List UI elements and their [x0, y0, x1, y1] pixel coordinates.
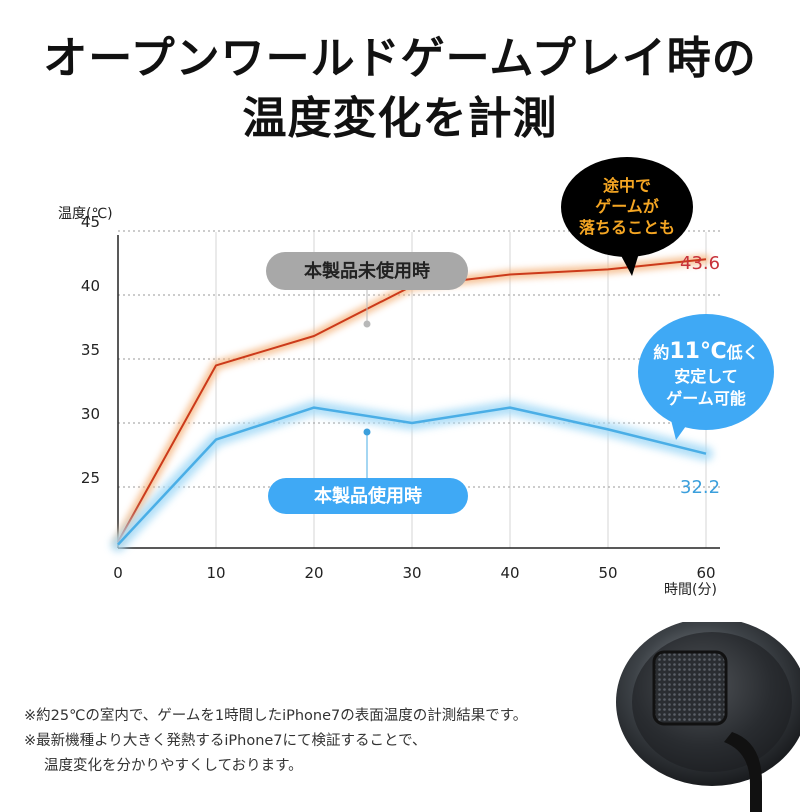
x-tick-label-40: 40	[500, 564, 519, 582]
callout-cooler-suffix: 低く	[726, 343, 759, 362]
legend-badge-unused-bg	[266, 252, 468, 290]
footnote-2: ※最新機種より大きく発熱するiPhone7にて検証することで、	[24, 733, 427, 749]
footnote-3: 温度変化を分かりやすくしております。	[44, 758, 303, 774]
callout-crash-line2: ゲームが	[595, 197, 659, 216]
device-cable	[724, 732, 762, 812]
callout-cooler-highlight: 11℃	[669, 339, 726, 364]
y-tick-label-45: 45	[81, 213, 100, 231]
x-axis-label: 時間(分)	[664, 582, 717, 598]
x-tick-label-20: 20	[304, 564, 323, 582]
end-value-used: 32.2	[680, 477, 720, 498]
footnote-1: ※約25℃の室内で、ゲームを1時間したiPhone7の表面温度の計測結果です。	[24, 708, 528, 724]
callout-cooler-line2: 安定して	[674, 367, 738, 386]
callout-cooler-tail	[668, 408, 696, 440]
callout-cooler: 約11℃低く 安定して ゲーム可能	[638, 314, 774, 440]
callout-crash-bubble	[561, 157, 693, 257]
callout-crash: 途中で ゲームが 落ちることも	[561, 157, 693, 276]
x-tick-label-50: 50	[598, 564, 617, 582]
legend-badge-used-bg	[268, 478, 468, 514]
device-fan-grille	[652, 650, 728, 726]
callout-cooler-line1: 約11℃低く	[653, 339, 758, 364]
legend-badge-unused: 本製品未使用時	[266, 252, 468, 290]
end-value-unused: 43.6	[680, 253, 720, 274]
callout-cooler-bubble	[638, 314, 774, 430]
series-line-1	[117, 406, 707, 546]
x-tick-label-60: 60	[696, 564, 715, 582]
chart-series	[111, 254, 713, 552]
cooling-fan-device-image	[616, 622, 800, 812]
page-title-line1: オープンワールドゲームプレイ時の	[43, 33, 757, 84]
legend-label-unused: 本製品未使用時	[304, 260, 430, 282]
legend-label-used: 本製品使用時	[314, 485, 422, 507]
legend-dot-used	[363, 428, 371, 436]
chart-tick-labels: 0 10 20 30 40 50 60 25 30 35 40 45	[81, 213, 716, 582]
callout-cooler-prefix: 約	[653, 343, 669, 362]
callout-crash-line1: 途中で	[603, 176, 651, 195]
callout-crash-tail	[618, 250, 640, 276]
chart-axes	[117, 235, 720, 549]
x-tick-label-0: 0	[113, 564, 123, 582]
y-tick-label-40: 40	[81, 277, 100, 295]
callout-cooler-line3: ゲーム可能	[666, 389, 746, 408]
x-tick-label-10: 10	[206, 564, 225, 582]
y-tick-label-25: 25	[81, 469, 100, 487]
x-tick-label-30: 30	[402, 564, 421, 582]
legend-dot-unused	[363, 320, 371, 328]
callout-crash-line3: 落ちることも	[579, 218, 675, 237]
y-tick-label-35: 35	[81, 341, 100, 359]
y-tick-label-30: 30	[81, 405, 100, 423]
footnotes: ※約25℃の室内で、ゲームを1時間したiPhone7の表面温度の計測結果です。 …	[24, 704, 527, 779]
legend-badge-used: 本製品使用時	[268, 478, 468, 514]
y-axis-label: 温度(℃)	[58, 206, 113, 222]
page-title-line2: 温度変化を計測	[242, 93, 558, 144]
